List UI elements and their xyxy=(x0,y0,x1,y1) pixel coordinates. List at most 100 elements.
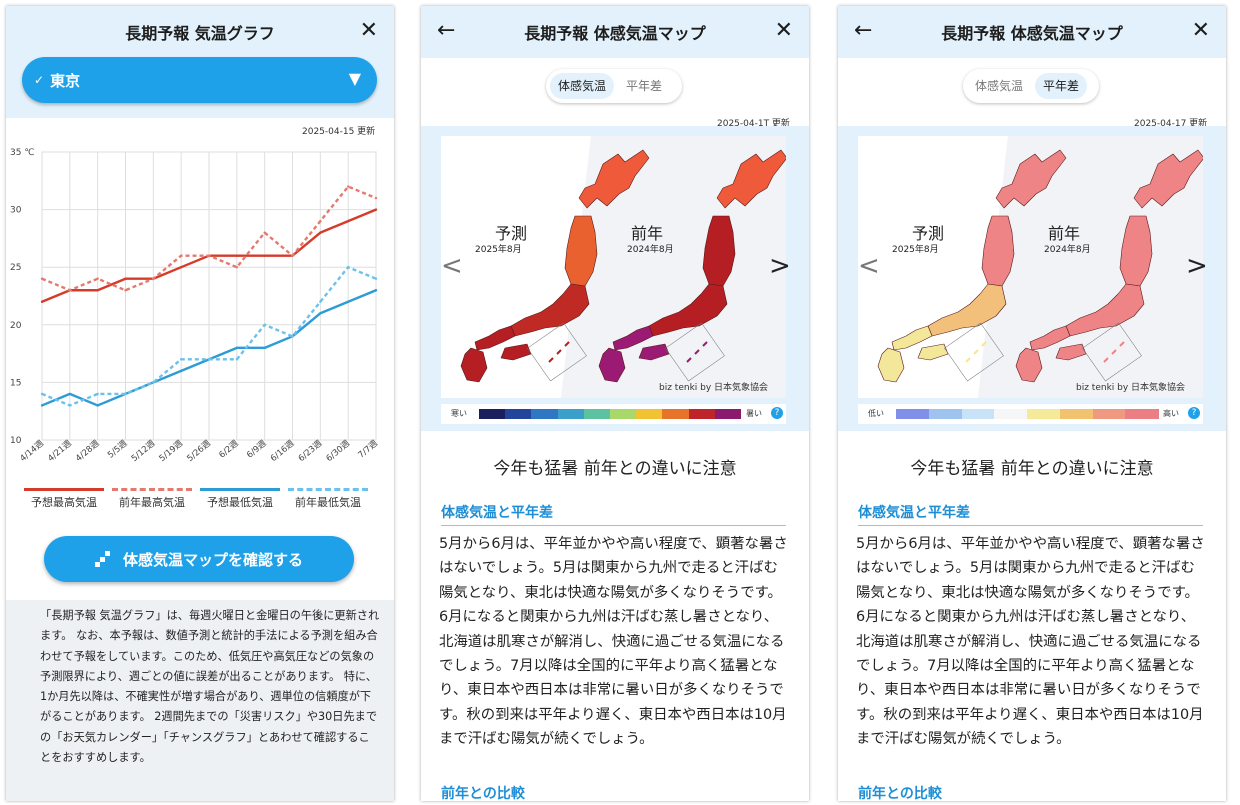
open-feel-map-label: 体感気温マップを確認する xyxy=(122,550,303,569)
color-scale: 寒い 暑い ? xyxy=(441,404,786,424)
page-title: 長期予報 気温グラフ xyxy=(125,24,275,43)
okinawa-islands xyxy=(965,341,987,363)
open-feel-map-button[interactable]: 体感気温マップを確認する xyxy=(44,536,354,582)
okinawa-islands xyxy=(686,341,708,363)
help-icon[interactable]: ? xyxy=(771,407,783,419)
x-tick-label: 6/2週 xyxy=(217,438,241,460)
close-icon[interactable]: ✕ xyxy=(1191,18,1210,43)
x-tick-label: 5/12週 xyxy=(130,438,158,464)
chart-legend: 予想最高気温 前年最高気温 予想最低気温 前年最低気温 xyxy=(24,488,384,518)
data-point xyxy=(68,404,72,407)
okinawa-inset xyxy=(944,322,1004,382)
feel-map-header: ← 長期予報 体感気温マップ ✕ xyxy=(421,6,809,58)
color-scale-segment xyxy=(662,409,690,419)
next-map-arrow[interactable]: > xyxy=(1186,251,1208,281)
color-scale-segment xyxy=(688,409,716,419)
x-tick-label: 6/16週 xyxy=(269,438,297,464)
data-point xyxy=(291,335,294,338)
color-scale-segment xyxy=(714,409,742,419)
okinawa-islands xyxy=(548,341,570,363)
color-scale-segment xyxy=(928,409,962,419)
data-point xyxy=(68,289,72,292)
central-honshu-region xyxy=(648,283,728,337)
japan-map-feel xyxy=(441,136,786,398)
shikoku-region xyxy=(638,343,670,361)
data-point xyxy=(291,254,294,257)
forecast-period: 2025年8月 xyxy=(475,245,522,255)
data-point xyxy=(235,346,239,350)
prev-year-label: 前年 xyxy=(1048,224,1081,243)
legend-item: 予想最低気温 xyxy=(200,488,280,510)
map-credit: biz tenki by 日本気象協会 xyxy=(659,383,769,393)
x-tick-label: 7/7週 xyxy=(357,438,381,460)
color-scale-segment xyxy=(1125,409,1159,419)
hokkaido-region xyxy=(716,149,786,209)
graph-note-text: 「長期予報 気温グラフ」は、毎週火曜日と金曜日の午後に更新されます。 なお、本予… xyxy=(40,609,380,765)
help-icon[interactable]: ? xyxy=(1188,407,1200,419)
x-tick-label: 5/26週 xyxy=(185,438,213,464)
shikoku-region xyxy=(1055,343,1087,361)
map-left-half xyxy=(858,136,1008,398)
next-map-arrow[interactable]: > xyxy=(769,251,791,281)
legend-item: 前年最高気温 xyxy=(112,488,192,510)
close-icon[interactable]: ✕ xyxy=(774,18,793,43)
hokkaido-region xyxy=(578,149,650,209)
data-point xyxy=(263,323,266,326)
y-tick-label: 35 ℃ xyxy=(10,148,34,158)
data-point xyxy=(319,219,322,223)
x-tick-label: 5/5週 xyxy=(106,438,130,460)
prev-year-label: 前年 xyxy=(631,224,664,243)
scale-high-label: 高い xyxy=(1163,409,1179,418)
legend-label: 予想最高気温 xyxy=(31,496,97,509)
y-tick-label: 20 xyxy=(10,321,22,331)
kyushu-region xyxy=(598,347,626,383)
data-point xyxy=(235,266,239,269)
data-point xyxy=(374,196,378,200)
data-point xyxy=(346,266,350,269)
anomaly-map-header: ← 長期予報 体感気温マップ ✕ xyxy=(838,6,1226,58)
section-title-compare: 前年との比較 xyxy=(441,786,525,801)
back-arrow-icon[interactable]: ← xyxy=(437,18,456,43)
data-point xyxy=(235,358,239,361)
tab-normal-difference[interactable]: 平年差 xyxy=(1035,73,1088,99)
data-point xyxy=(124,289,127,292)
y-tick-label: 15 xyxy=(10,378,21,388)
map-credit: biz tenki by 日本気象協会 xyxy=(1076,383,1186,393)
section-title-compare: 前年との比較 xyxy=(858,786,942,801)
prev-year-period: 2024年8月 xyxy=(1044,245,1091,255)
temperature-graph-panel: 長期予報 気温グラフ ✕ ✓ 東京 ▼ 2025-04-15 更新 10 15 20… xyxy=(6,6,394,801)
color-scale-segment xyxy=(961,409,995,419)
data-point xyxy=(96,404,99,407)
prev-map-arrow[interactable]: < xyxy=(858,251,880,281)
japan-map xyxy=(460,149,650,383)
back-arrow-icon[interactable]: ← xyxy=(854,18,873,43)
data-point xyxy=(152,381,155,384)
legend-label: 前年最低気温 xyxy=(295,496,361,509)
x-tick-label: 4/28週 xyxy=(74,438,102,464)
city-select[interactable]: ✓ 東京 ▼ xyxy=(22,57,377,103)
x-tick-label: 6/9週 xyxy=(245,438,269,460)
data-point xyxy=(40,404,44,407)
data-point xyxy=(179,358,183,361)
section-title: 体感気温と平年差 xyxy=(858,502,1203,526)
japan-map-anomaly xyxy=(858,136,1203,398)
color-scale-segment xyxy=(896,409,930,419)
map-left-half xyxy=(441,136,591,398)
x-tick-label: 6/23週 xyxy=(297,438,325,464)
tab-feel-temperature[interactable]: 体感気温 xyxy=(975,79,1024,93)
graph-header: 長期予報 気温グラフ ✕ xyxy=(6,6,394,58)
data-point xyxy=(374,277,378,280)
tab-feel-temperature[interactable]: 体感気温 xyxy=(550,73,615,99)
forecast-label: 予測 xyxy=(495,224,528,243)
data-point xyxy=(374,208,378,211)
forecast-body: 5月から6月は、平年並かやや高い程度で、顕著な暑さはないでしょう。5月は関東から… xyxy=(856,536,1205,748)
kyushu-region xyxy=(877,347,905,383)
y-tick-label: 30 xyxy=(10,206,22,216)
prev-map-arrow[interactable]: < xyxy=(441,251,463,281)
x-tick-label: 4/21週 xyxy=(46,438,74,464)
legend-swatch xyxy=(288,488,368,491)
map-headline: 今年も猛暑 前年との違いに注意 xyxy=(493,459,737,479)
tab-normal-difference[interactable]: 平年差 xyxy=(626,79,663,93)
map-updated: 2025-04-1T 更新 xyxy=(717,119,790,129)
close-icon[interactable]: ✕ xyxy=(359,18,378,43)
